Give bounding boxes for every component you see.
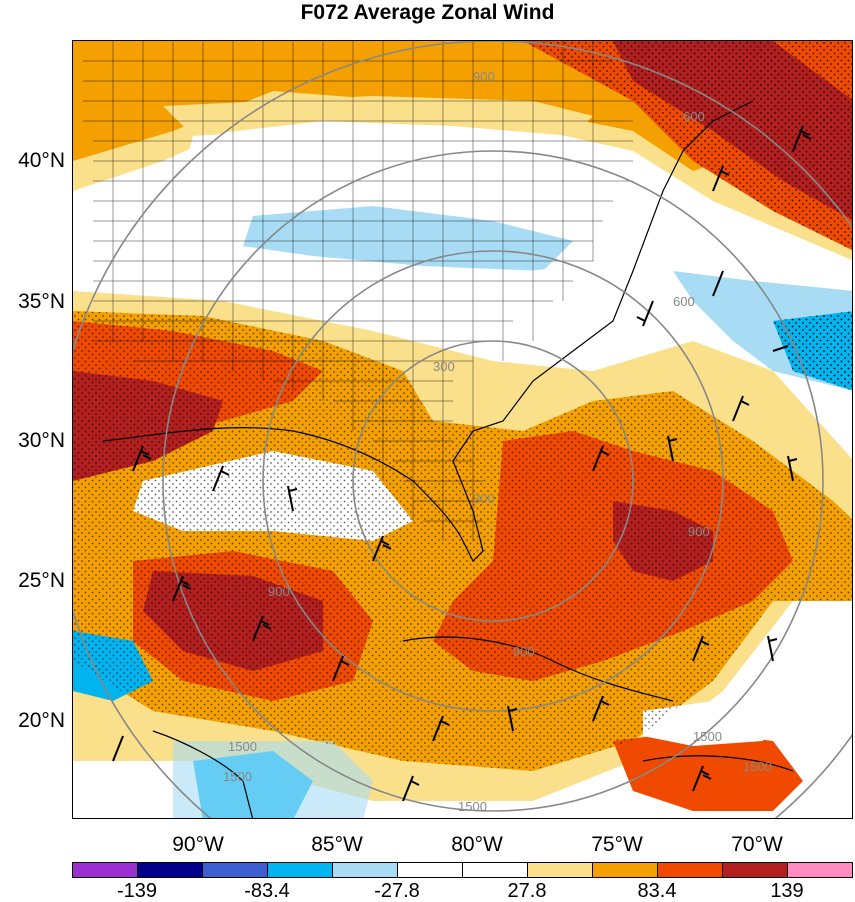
coastlines xyxy=(102,100,794,818)
contour-label: 1500 xyxy=(458,799,487,814)
contour-label: 300 xyxy=(473,491,495,506)
wind-field-map: 900 1500 1500 1500 900 900 600 600 900 3… xyxy=(73,41,852,818)
contour-label: 300 xyxy=(433,359,455,374)
lon-label-75w: 75°W xyxy=(591,833,643,856)
map-panel: 900 1500 1500 1500 900 900 600 600 900 3… xyxy=(72,40,853,819)
south-lightblue xyxy=(173,741,373,818)
lon-label-80w: 80°W xyxy=(451,833,503,856)
lon-label-85w: 85°W xyxy=(311,833,363,856)
caribbean-red xyxy=(613,731,803,811)
lon-label-90w: 90°W xyxy=(172,833,224,856)
contour-label: 900 xyxy=(268,584,290,599)
contour-label: 900 xyxy=(513,644,535,659)
contour-label: 1500 xyxy=(223,769,252,784)
northern-jet-white-gap xyxy=(163,96,593,136)
lat-label-20n: 20°N xyxy=(18,709,65,732)
colorbar-label: -83.4 xyxy=(244,880,290,902)
colorbar-segment xyxy=(333,863,398,877)
contour-label: 1500 xyxy=(228,739,257,754)
colorbar-segment xyxy=(658,863,723,877)
colorbar-segment xyxy=(593,863,658,877)
north-blue-band xyxy=(243,206,573,271)
colorbar xyxy=(72,862,853,878)
lat-label-35n: 35°N xyxy=(18,290,65,313)
caribbean-white xyxy=(643,701,773,746)
lat-label-30n: 30°N xyxy=(18,429,65,452)
colorbar-label: 139 xyxy=(770,880,804,902)
contour-label: 600 xyxy=(683,109,705,124)
colorbar-segment xyxy=(268,863,333,877)
county-boundaries xyxy=(83,41,633,541)
colorbar-segment xyxy=(398,863,463,877)
colorbar-segment xyxy=(463,863,528,877)
contour-label: 900 xyxy=(473,69,495,84)
lon-label-70w: 70°W xyxy=(731,833,783,856)
colorbar-segment xyxy=(528,863,593,877)
colorbar-label: -27.8 xyxy=(374,880,420,902)
colorbar-segment xyxy=(138,863,203,877)
contour-label: 1500 xyxy=(743,759,772,774)
northern-jet-orange xyxy=(73,41,723,171)
wind-barbs xyxy=(112,125,812,802)
colorbar-segment xyxy=(73,863,138,877)
colorbar-segment xyxy=(788,863,852,877)
height-contours xyxy=(73,41,852,818)
contour-label: 900 xyxy=(688,524,710,539)
colorbar-label: 83.4 xyxy=(637,880,677,902)
colorbar-segment xyxy=(723,863,788,877)
colorbar-segment xyxy=(203,863,268,877)
contour-label: 600 xyxy=(673,294,695,309)
north-white xyxy=(173,126,633,221)
white-midband xyxy=(73,231,852,381)
colorbar-label: 27.8 xyxy=(507,880,547,902)
contour-label: 1500 xyxy=(693,729,722,744)
chart-title: F072 Average Zonal Wind xyxy=(300,1,555,24)
lat-label-40n: 40°N xyxy=(18,149,65,172)
lat-label-25n: 25°N xyxy=(18,569,65,592)
colorbar-label: -139 xyxy=(116,880,158,902)
